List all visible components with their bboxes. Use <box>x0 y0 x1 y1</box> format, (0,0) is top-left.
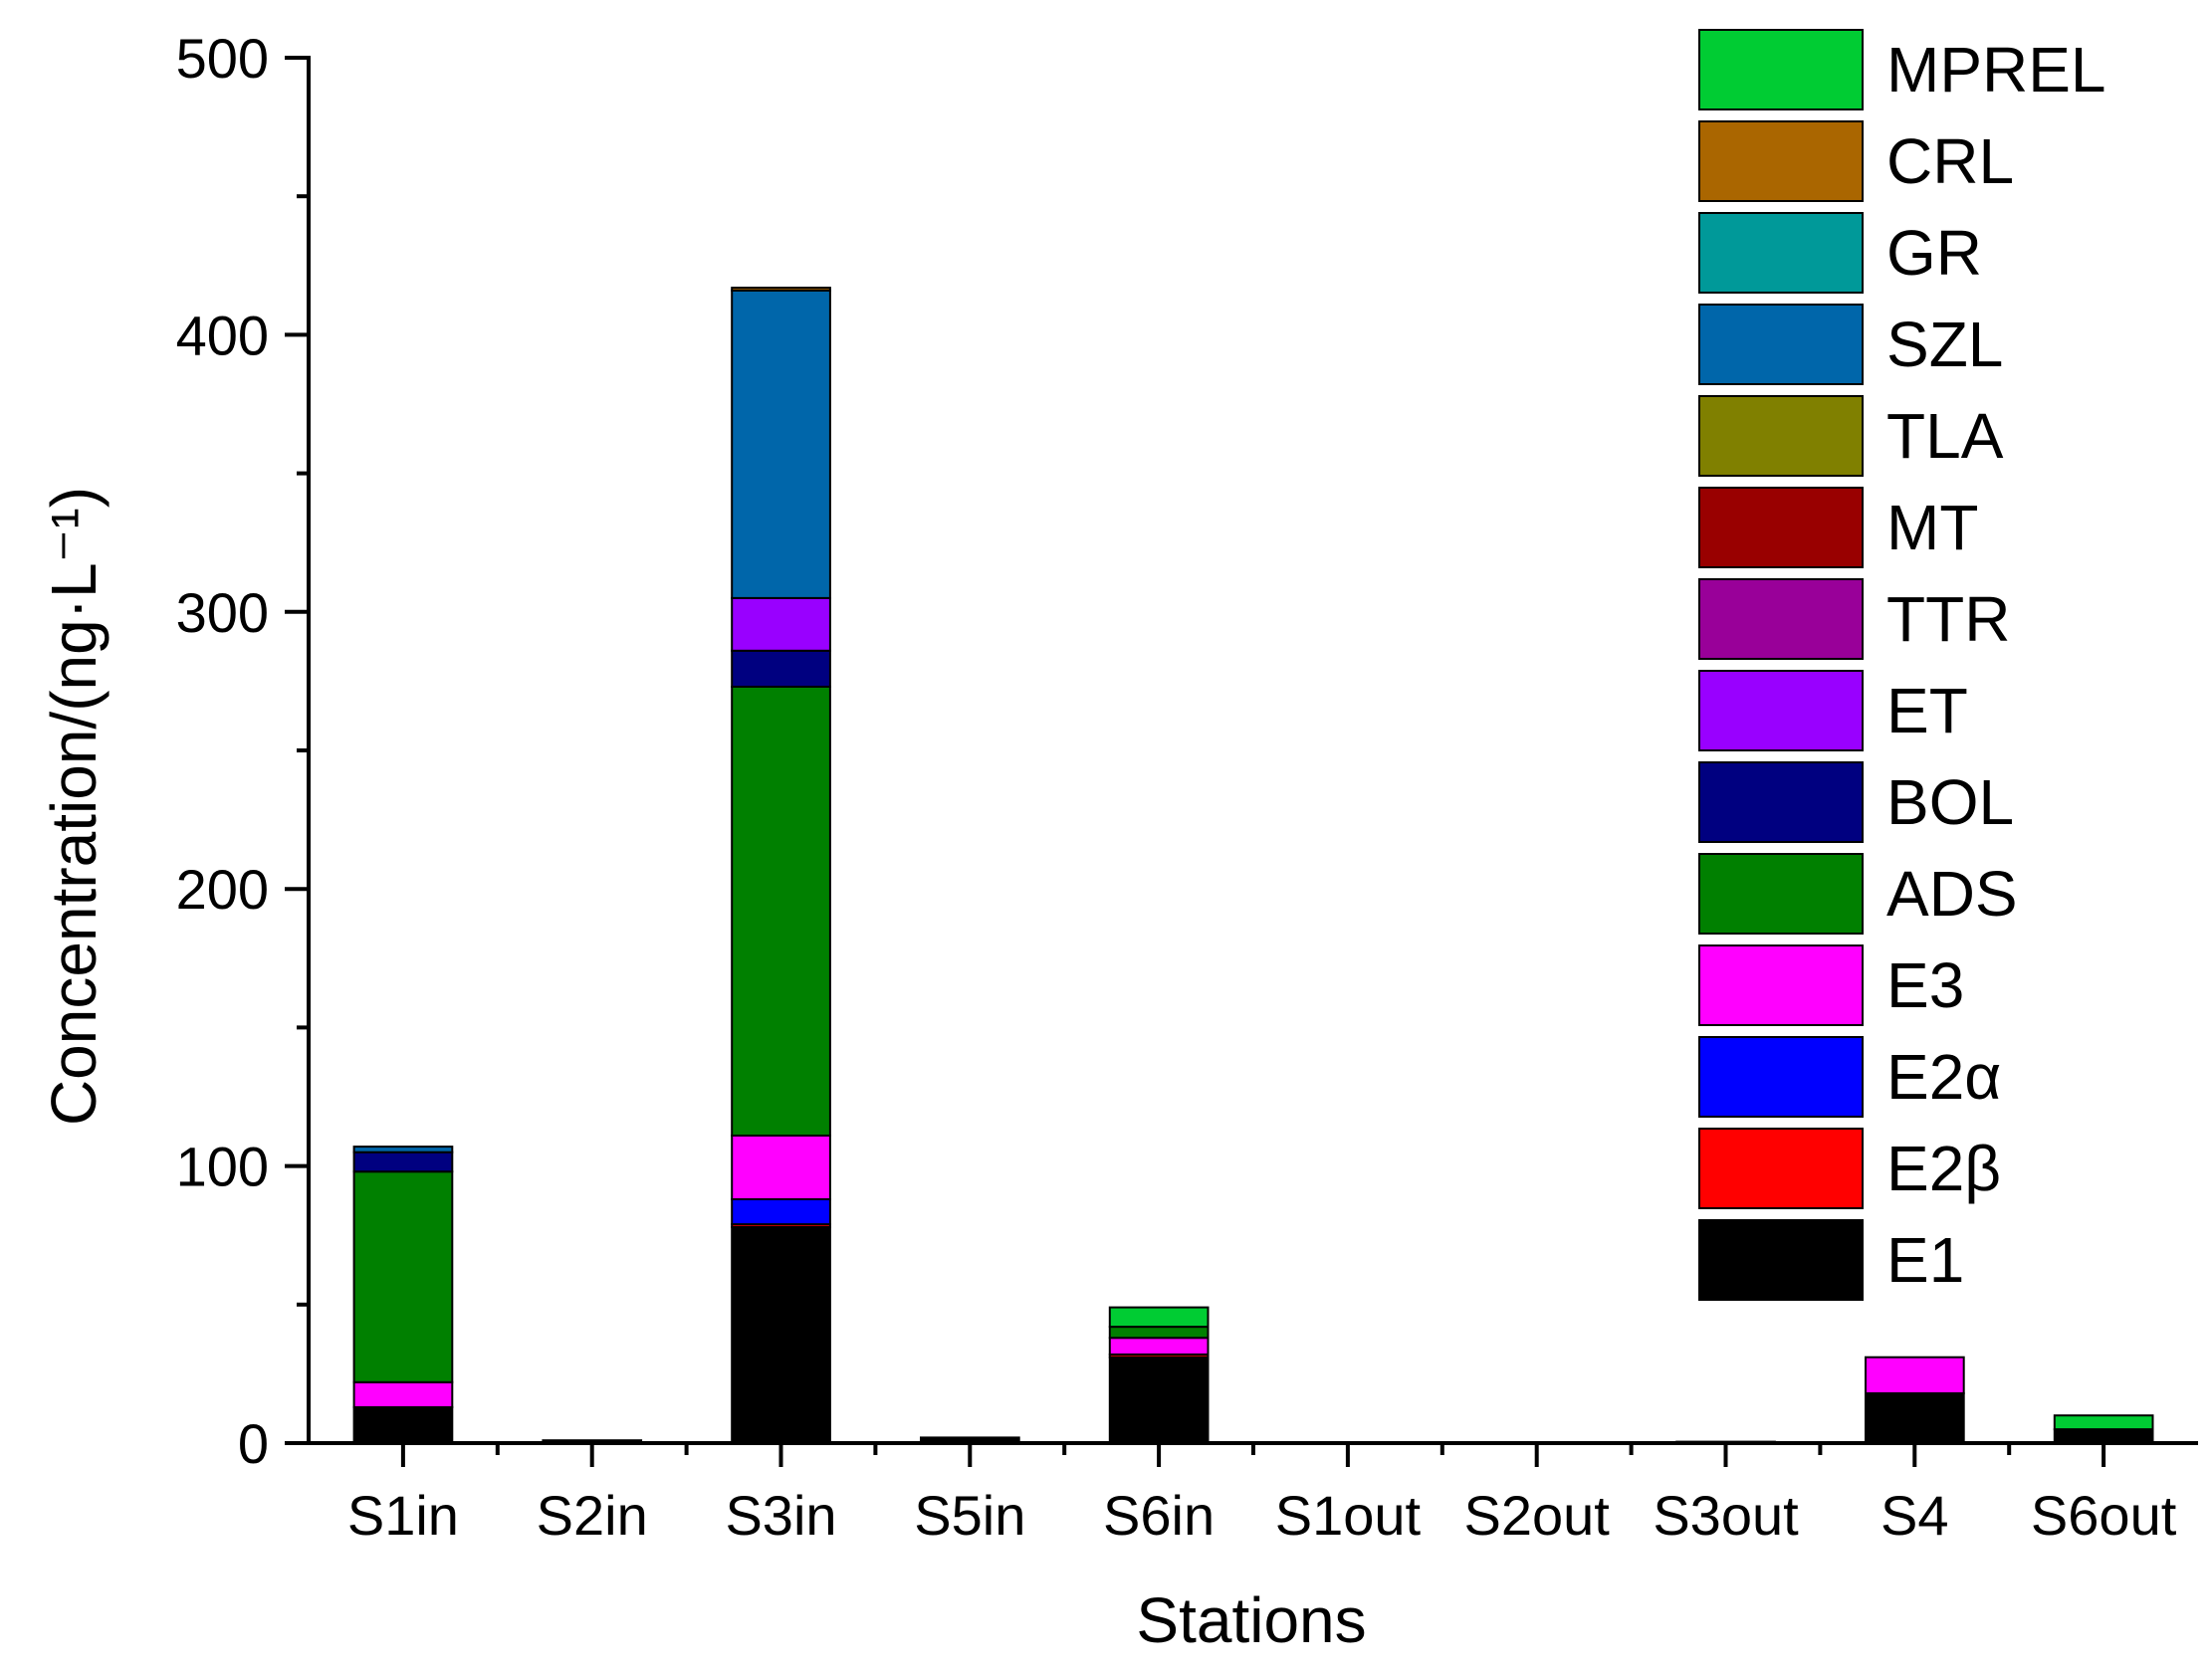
x-tick-label-S6out: S6out <box>2031 1484 2177 1547</box>
x-tick-label-S6in: S6in <box>1103 1484 1215 1547</box>
legend-item-SZL: SZL <box>1698 304 2003 385</box>
legend-item-TTR: TTR <box>1698 578 2010 660</box>
legend-item-CRL: CRL <box>1698 120 2014 202</box>
y-tick-label: 200 <box>176 858 269 921</box>
bar-segment-S3in-SZL <box>731 289 831 599</box>
bar-segment-S1in-SZL <box>352 1146 454 1153</box>
bar-segment-S1in-ADS <box>352 1170 454 1383</box>
x-tick-label-S3out: S3out <box>1653 1484 1799 1547</box>
bar-segment-S4-E1 <box>1865 1391 1965 1445</box>
bar-segment-S1in-E3 <box>352 1380 454 1408</box>
bar-segment-S4-E3 <box>1865 1356 1965 1394</box>
bar-segment-S3in-E2α <box>731 1198 831 1226</box>
legend-item-GR: GR <box>1698 212 1982 294</box>
legend-item-BOL: BOL <box>1698 761 2014 843</box>
legend-item-E1: E1 <box>1698 1219 1964 1301</box>
legend-label: GR <box>1886 217 1982 289</box>
y-tick-label: 500 <box>176 27 269 90</box>
legend-label: MPREL <box>1886 34 2106 105</box>
legend-label: CRL <box>1886 125 2014 197</box>
y-tick-label: 400 <box>176 304 269 366</box>
legend-item-MPREL: MPREL <box>1698 29 2106 110</box>
legend-item-ADS: ADS <box>1698 853 2018 935</box>
bar-segment-S3in-BOL <box>731 649 831 688</box>
y-axis-title: Concentration/(ng·L⁻¹) <box>38 487 110 1126</box>
legend-swatch <box>1698 29 1864 110</box>
legend-item-E2β: E2β <box>1698 1128 2001 1209</box>
x-tick-label-S3in: S3in <box>725 1484 836 1547</box>
y-tick-label: 0 <box>238 1412 269 1475</box>
legend-swatch <box>1698 1219 1864 1301</box>
legend-item-TLA: TLA <box>1698 395 2004 477</box>
bar-segment-S3in-E1 <box>731 1225 831 1445</box>
legend-label: E2β <box>1886 1133 2001 1204</box>
bar-stack-S6out <box>2053 1414 2154 1444</box>
bar-stack-S4 <box>1865 1356 1965 1445</box>
legend-swatch <box>1698 304 1864 385</box>
bar-segment-S6in-MPREL <box>1108 1306 1210 1329</box>
legend-item-E2α: E2α <box>1698 1036 2001 1118</box>
legend-item-MT: MT <box>1698 487 1978 568</box>
legend-label: E1 <box>1886 1224 1964 1296</box>
axes-layer: 0 100 200 300 400 500 S1in S2in S3in S5in S6in S1ou… <box>176 27 2198 1547</box>
x-tick-label-S2out: S2out <box>1464 1484 1611 1547</box>
y-tick-label: 100 <box>176 1136 269 1198</box>
legend-label: ADS <box>1886 858 2018 930</box>
bar-segment-S6out-E1 <box>2053 1428 2154 1444</box>
x-tick-label-S4: S4 <box>1880 1484 1949 1547</box>
legend-swatch <box>1698 761 1864 843</box>
legend-label: TLA <box>1886 400 2004 472</box>
bar-segment-S1in-E1 <box>352 1405 454 1445</box>
legend-label: E3 <box>1886 949 1964 1021</box>
bar-stack-S1in <box>352 1146 454 1445</box>
bar-segment-S6in-E1 <box>1108 1356 1210 1444</box>
legend-swatch <box>1698 1128 1864 1209</box>
legend-label: SZL <box>1886 309 2003 380</box>
bar-segment-S6in-E3 <box>1108 1337 1210 1356</box>
legend-swatch <box>1698 670 1864 751</box>
legend-label: E2α <box>1886 1041 2001 1113</box>
bar-segment-S6in-ADS <box>1108 1326 1210 1340</box>
legend-swatch <box>1698 853 1864 935</box>
bar-segment-S6out-MPREL <box>2053 1414 2154 1431</box>
legend-swatch <box>1698 395 1864 477</box>
x-tick-label-S5in: S5in <box>914 1484 1025 1547</box>
x-tick-label-S1in: S1in <box>347 1484 459 1547</box>
bar-segment-S3in-E3 <box>731 1135 831 1200</box>
legend-swatch <box>1698 578 1864 660</box>
legend-item-E3: E3 <box>1698 944 1964 1026</box>
x-tick-label-S1out: S1out <box>1275 1484 1422 1547</box>
bars-layer <box>352 287 2154 1445</box>
bar-segment-S1in-BOL <box>352 1151 454 1173</box>
legend-swatch <box>1698 487 1864 568</box>
bar-stack-S3in <box>731 287 831 1445</box>
x-tick-label-S2in: S2in <box>537 1484 648 1547</box>
legend-swatch <box>1698 212 1864 294</box>
y-tick-label: 300 <box>176 581 269 644</box>
legend: MPREL CRL GR SZL TLA MT TTR ET BOL ADS E3 E2α E2β E1 <box>1698 29 2106 1301</box>
legend-label: TTR <box>1886 583 2010 655</box>
bar-segment-S3in-ADS <box>731 686 831 1137</box>
legend-label: MT <box>1886 492 1978 563</box>
legend-swatch <box>1698 120 1864 202</box>
bar-stack-S6in <box>1108 1306 1210 1444</box>
x-axis-title: Stations <box>1136 1584 1366 1656</box>
legend-swatch <box>1698 1036 1864 1118</box>
legend-swatch <box>1698 944 1864 1026</box>
legend-label: BOL <box>1886 766 2014 838</box>
bar-segment-S3in-ET <box>731 596 831 652</box>
legend-item-ET: ET <box>1698 670 1968 751</box>
bar-segment-S3in-CRL <box>731 287 831 292</box>
legend-label: ET <box>1886 675 1968 746</box>
